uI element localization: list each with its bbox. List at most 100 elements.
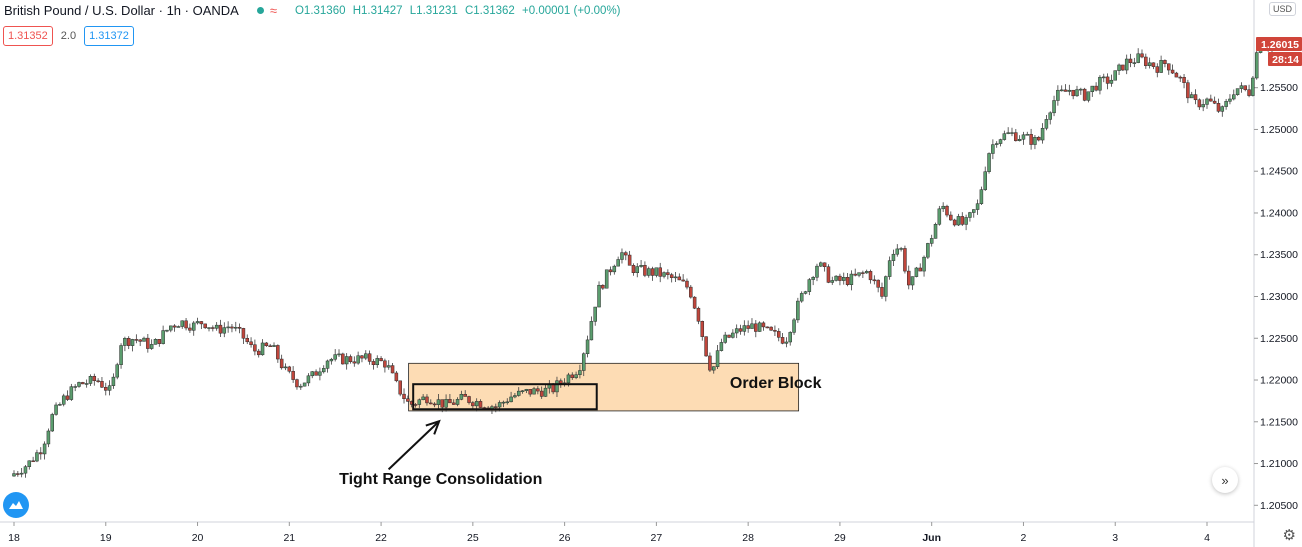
candle-up xyxy=(566,374,571,384)
price-tick-label: 1.25000 xyxy=(1260,124,1298,136)
candle-up xyxy=(711,366,716,371)
candle-down xyxy=(1144,56,1148,66)
candle-up xyxy=(899,248,903,250)
candle-up xyxy=(260,342,265,356)
candle-down xyxy=(276,345,280,360)
price-axis[interactable]: 1.20500 1.21000 1.21500 1.22000 1.22500 1.230… xyxy=(1253,0,1298,547)
candle-up xyxy=(27,460,32,467)
candle-down xyxy=(1037,137,1041,141)
countdown-label: 28:14 xyxy=(1272,54,1299,66)
candle-up xyxy=(574,374,578,378)
candle-down xyxy=(100,381,104,388)
candle-up xyxy=(941,205,945,210)
candle-down xyxy=(746,325,750,329)
scroll-to-realtime-button[interactable]: » xyxy=(1212,467,1238,493)
price-tick-label: 1.22500 xyxy=(1260,333,1298,345)
candle-up xyxy=(1189,94,1194,99)
candle-up xyxy=(864,271,869,274)
buy-button[interactable]: 1.31372 xyxy=(84,26,134,46)
candle-up xyxy=(516,390,521,396)
candle-up xyxy=(1117,64,1121,71)
candle-down xyxy=(463,394,467,397)
candle-up xyxy=(364,353,368,359)
candle-down xyxy=(765,326,770,329)
price-tick-label: 1.24500 xyxy=(1260,166,1298,178)
candle-up xyxy=(532,388,536,395)
open-value: O1.31360 xyxy=(294,4,346,17)
candle-down xyxy=(429,402,433,405)
candle-up xyxy=(46,430,51,445)
tradingview-logo-icon[interactable] xyxy=(3,492,29,518)
candle-up xyxy=(784,341,789,344)
currency-label[interactable]: USD xyxy=(1268,2,1296,16)
candle-down xyxy=(1014,132,1018,142)
candle-down xyxy=(838,275,842,281)
spread-label: 2.0 xyxy=(60,30,77,42)
candle-up xyxy=(524,389,529,391)
candle-down xyxy=(494,406,498,408)
candle-up xyxy=(1205,98,1209,105)
candle-down xyxy=(440,399,445,408)
candle-up xyxy=(1224,101,1228,107)
candle-up xyxy=(344,356,349,365)
candle-up xyxy=(1006,132,1010,134)
time-tick-label: 29 xyxy=(834,532,846,544)
candle-down xyxy=(776,331,781,338)
candle-down xyxy=(241,328,246,339)
candle-up xyxy=(1056,89,1060,101)
candle-down xyxy=(287,366,292,372)
candle-up xyxy=(830,280,835,283)
candle-up xyxy=(520,390,525,392)
candle-down xyxy=(826,266,831,283)
time-tick-label: 27 xyxy=(651,532,663,544)
sell-button[interactable]: 1.31352 xyxy=(3,26,53,46)
candle-up xyxy=(58,404,62,406)
price-tick-label: 1.24000 xyxy=(1260,207,1298,219)
candle-up xyxy=(597,284,601,308)
candle-down xyxy=(256,350,261,356)
candle-up xyxy=(329,358,334,362)
candle-down xyxy=(341,353,345,365)
candle-down xyxy=(570,374,575,378)
price-tick-label: 1.21500 xyxy=(1260,416,1298,428)
candle-down xyxy=(402,393,406,399)
candle-up xyxy=(509,396,513,403)
candle-up xyxy=(1228,98,1232,102)
candle-down xyxy=(1212,100,1217,104)
candle-up xyxy=(444,399,448,408)
candle-up xyxy=(23,466,28,474)
candle-down xyxy=(237,326,242,329)
time-axis[interactable]: 18 19 20 21 22 25 26 27 28 29 Jun 2 3 4 xyxy=(0,521,1254,544)
candle-down xyxy=(249,341,253,345)
wave-icon[interactable]: ≈ xyxy=(269,3,277,18)
candle-down xyxy=(478,401,483,408)
settings-icon[interactable]: ⚙ xyxy=(1282,527,1296,544)
candle-up xyxy=(796,300,800,321)
candle-down xyxy=(868,271,873,281)
symbol-title[interactable]: British Pound / U.S. Dollar · 1h · OANDA xyxy=(4,3,239,18)
candle-up xyxy=(887,260,892,277)
candle-up xyxy=(1147,62,1152,66)
candle-up xyxy=(474,401,479,407)
low-value: L1.31231 xyxy=(409,4,458,17)
ohlc-readout: O1.31360 H1.31427 L1.31231 C1.31362 +0.0… xyxy=(295,5,625,17)
candle-down xyxy=(406,398,410,402)
candle-down xyxy=(696,307,701,322)
candle-up xyxy=(1132,62,1137,64)
candle-down xyxy=(96,380,100,383)
candle-up xyxy=(207,327,211,329)
price-tick-label: 1.21000 xyxy=(1260,458,1298,470)
candle-down xyxy=(134,339,139,341)
candle-down xyxy=(903,248,907,272)
candle-up xyxy=(153,339,158,345)
candle-up xyxy=(165,329,169,332)
candle-up xyxy=(1033,137,1037,145)
candle-down xyxy=(394,372,399,382)
candle-up xyxy=(77,382,81,387)
candle-down xyxy=(952,219,957,226)
candle-up xyxy=(998,139,1003,144)
candle-down xyxy=(1121,64,1125,71)
candle-down xyxy=(371,361,376,366)
time-tick-label: 26 xyxy=(559,532,571,544)
